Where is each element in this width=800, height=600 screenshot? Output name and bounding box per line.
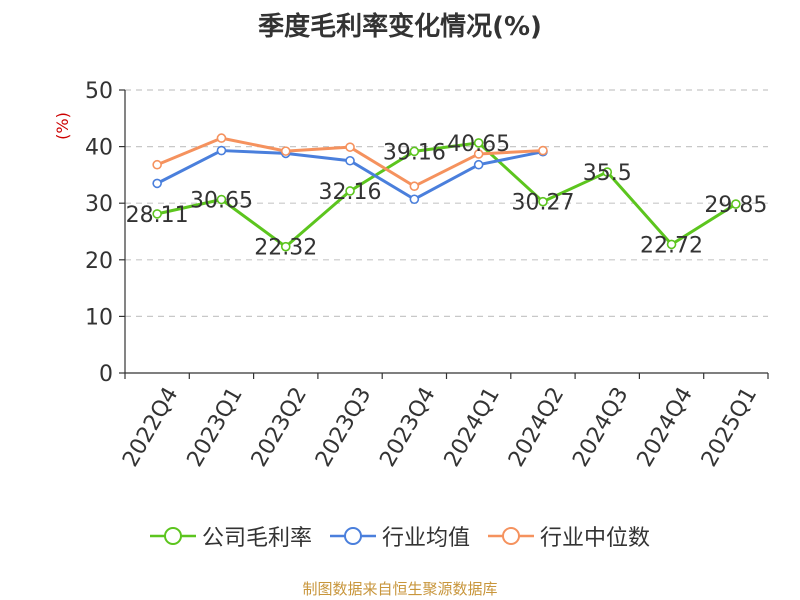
legend-item[interactable]: 行业均值 xyxy=(329,520,470,552)
series-point-2 xyxy=(345,142,355,152)
x-tick-label: 2024Q4 xyxy=(633,383,698,471)
series-point-1 xyxy=(409,194,420,205)
y-tick-label: 20 xyxy=(85,249,113,274)
legend-swatch-marker xyxy=(343,527,362,545)
series-layer xyxy=(152,133,741,252)
data-label: 22.72 xyxy=(640,233,703,258)
y-tick-label: 30 xyxy=(85,192,113,217)
series-point-2 xyxy=(216,133,227,143)
series-point-0 xyxy=(473,138,484,148)
y-tick-label: 50 xyxy=(85,79,113,104)
x-tick-label: 2023Q3 xyxy=(311,383,376,471)
data-label: 29.85 xyxy=(704,193,767,218)
x-tick-label: 2024Q1 xyxy=(440,383,505,471)
legend: 公司毛利率 行业均值 行业中位数 xyxy=(0,520,800,552)
series-point-1 xyxy=(473,159,484,170)
series-point-0 xyxy=(538,196,548,207)
x-tick-label: 2022Q4 xyxy=(118,383,183,471)
x-tick-label: 2024Q2 xyxy=(504,383,569,471)
legend-label: 行业中位数 xyxy=(540,526,651,551)
x-tick-label: 2023Q1 xyxy=(183,383,248,471)
series-point-1 xyxy=(216,145,227,156)
y-tick-label: 40 xyxy=(85,136,113,161)
data-label: 32.16 xyxy=(319,180,382,205)
series-point-0 xyxy=(345,186,355,196)
data-label: 28.11 xyxy=(126,203,189,228)
series-point-2 xyxy=(538,145,548,156)
x-tick-label: 2024Q3 xyxy=(568,383,633,471)
data-label: 35.5 xyxy=(583,161,632,186)
series-point-2 xyxy=(280,146,291,156)
series-point-0 xyxy=(409,146,420,157)
chart-title: 季度毛利率变化情况(%) xyxy=(258,12,542,42)
series-point-0 xyxy=(666,239,677,250)
series-line-0 xyxy=(156,141,737,249)
y-tick-label: 0 xyxy=(99,362,113,387)
series-point-0 xyxy=(280,241,291,252)
series-point-1 xyxy=(345,155,355,166)
y-tick-label: 10 xyxy=(85,305,113,330)
series-point-0 xyxy=(152,209,162,219)
legend-swatch-icon xyxy=(329,527,376,545)
legend-item[interactable]: 行业中位数 xyxy=(488,520,650,552)
data-label: 40.65 xyxy=(447,132,510,157)
legend-swatch-marker xyxy=(163,527,182,545)
data-label: 30.65 xyxy=(190,189,253,214)
y-axis-label: (%) xyxy=(53,112,72,140)
x-tick-label: 2023Q2 xyxy=(247,383,312,471)
series-point-2 xyxy=(152,159,162,170)
legend-swatch-marker xyxy=(502,527,520,545)
series-point-0 xyxy=(602,167,613,177)
legend-item[interactable]: 公司毛利率 xyxy=(149,520,312,552)
series-point-0 xyxy=(731,199,741,209)
chart-svg: 01020304050(%)2022Q42023Q12023Q22023Q320… xyxy=(53,79,769,471)
legend-swatch-icon xyxy=(149,527,196,545)
series-point-0 xyxy=(216,194,227,205)
legend-label: 行业均值 xyxy=(381,526,470,551)
series-point-2 xyxy=(473,149,484,159)
data-label: 39.16 xyxy=(383,140,446,165)
x-tick-label: 2025Q1 xyxy=(697,383,762,471)
data-label: 22.32 xyxy=(254,236,317,261)
source-note: 制图数据来自恒生聚源数据库 xyxy=(302,580,498,598)
series-point-1 xyxy=(152,178,162,189)
x-tick-label: 2023Q4 xyxy=(375,383,440,471)
data-label: 30.27 xyxy=(511,191,574,216)
series-point-2 xyxy=(409,181,420,192)
legend-swatch-icon xyxy=(488,527,534,545)
axis-layer: 01020304050(%)2022Q42023Q12023Q22023Q320… xyxy=(53,79,769,471)
legend-label: 公司毛利率 xyxy=(201,526,312,551)
